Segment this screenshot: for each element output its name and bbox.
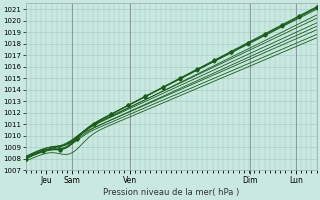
X-axis label: Pression niveau de la mer( hPa ): Pression niveau de la mer( hPa ) xyxy=(103,188,239,197)
